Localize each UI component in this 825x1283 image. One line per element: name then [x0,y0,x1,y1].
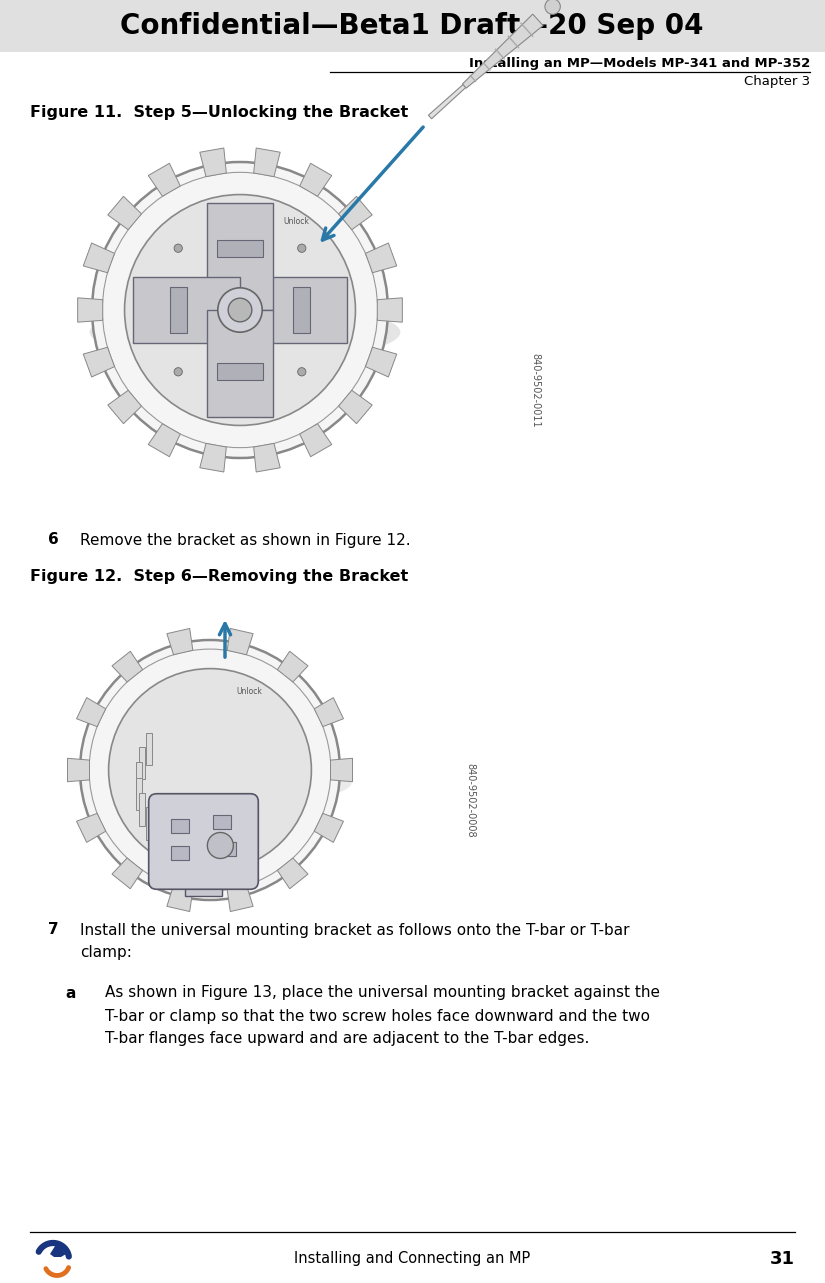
Polygon shape [77,698,106,726]
Circle shape [80,640,340,899]
Polygon shape [167,885,193,911]
Polygon shape [227,885,253,911]
Circle shape [174,368,182,376]
Polygon shape [148,163,181,196]
Text: 840-9502-0008: 840-9502-0008 [465,762,475,838]
Circle shape [298,368,306,376]
Bar [0,0,825,53]
Polygon shape [253,148,280,177]
Polygon shape [331,758,352,781]
Polygon shape [299,163,332,196]
Text: Confidential—Beta1 Draft—20 Sep 04: Confidential—Beta1 Draft—20 Sep 04 [120,12,704,40]
Polygon shape [277,652,308,683]
FancyBboxPatch shape [171,847,189,861]
Polygon shape [207,204,272,310]
Polygon shape [68,758,89,781]
Polygon shape [217,363,263,380]
Polygon shape [365,242,397,273]
Polygon shape [78,298,103,322]
Circle shape [92,162,388,458]
FancyBboxPatch shape [148,794,258,889]
Text: T-bar or clamp so that the two screw holes face downward and the two: T-bar or clamp so that the two screw hol… [105,1008,650,1024]
Polygon shape [207,310,272,417]
FancyBboxPatch shape [171,819,189,833]
Ellipse shape [78,761,351,806]
Bar [146,807,152,840]
Polygon shape [108,390,141,423]
Polygon shape [112,652,143,683]
Circle shape [207,833,233,858]
Circle shape [109,668,311,871]
Polygon shape [134,277,240,343]
Text: 7: 7 [48,922,59,938]
Polygon shape [50,1243,66,1257]
Bar [146,733,152,765]
Text: Figure 12.  Step 6—Removing the Bracket: Figure 12. Step 6—Removing the Bracket [30,568,408,584]
Bar [139,793,145,826]
Polygon shape [112,858,143,889]
Text: Install the universal mounting bracket as follows onto the T-bar or T-bar: Install the universal mounting bracket a… [80,922,629,938]
Circle shape [125,195,356,426]
Polygon shape [200,444,226,472]
Polygon shape [217,240,263,257]
Circle shape [174,244,182,253]
Text: clamp:: clamp: [80,946,132,961]
Text: 6: 6 [48,532,59,548]
Polygon shape [338,196,372,230]
Polygon shape [83,348,115,377]
Polygon shape [277,858,308,889]
Text: Installing an MP—Models MP-341 and MP-352: Installing an MP—Models MP-341 and MP-35… [469,56,810,69]
Polygon shape [171,287,186,332]
Polygon shape [314,698,343,726]
Polygon shape [253,444,280,472]
FancyBboxPatch shape [218,843,236,857]
Polygon shape [299,423,332,457]
Text: Installing and Connecting an MP: Installing and Connecting an MP [294,1251,530,1266]
FancyBboxPatch shape [213,815,231,829]
Polygon shape [83,242,115,273]
Text: 31: 31 [770,1250,795,1268]
Ellipse shape [90,303,400,362]
Polygon shape [200,148,226,177]
Polygon shape [240,277,346,343]
Polygon shape [167,629,193,654]
Text: Chapter 3: Chapter 3 [744,76,810,89]
Bar [136,762,142,794]
Polygon shape [186,842,222,896]
Circle shape [229,298,252,322]
Polygon shape [314,813,343,843]
Polygon shape [428,82,468,119]
Polygon shape [293,287,309,332]
Polygon shape [108,196,141,230]
Polygon shape [227,629,253,654]
Circle shape [545,0,560,14]
Polygon shape [77,813,106,843]
Text: Unlock: Unlock [283,217,309,226]
Polygon shape [148,423,181,457]
Polygon shape [463,14,543,89]
Bar [139,747,145,779]
Polygon shape [148,824,204,860]
Polygon shape [377,298,403,322]
Bar [136,777,142,811]
Text: Unlock: Unlock [236,688,262,697]
Text: As shown in Figure 13, place the universal mounting bracket against the: As shown in Figure 13, place the univers… [105,985,660,1001]
Text: Figure 11.  Step 5—Unlocking the Bracket: Figure 11. Step 5—Unlocking the Bracket [30,104,408,119]
Polygon shape [365,348,397,377]
Circle shape [298,244,306,253]
Polygon shape [338,390,372,423]
Text: a: a [65,985,75,1001]
Text: 840-9502-0011: 840-9502-0011 [530,353,540,427]
Text: T-bar flanges face upward and are adjacent to the T-bar edges.: T-bar flanges face upward and are adjace… [105,1032,589,1047]
Text: Remove the bracket as shown in Figure 12.: Remove the bracket as shown in Figure 12… [80,532,411,548]
Circle shape [218,287,262,332]
